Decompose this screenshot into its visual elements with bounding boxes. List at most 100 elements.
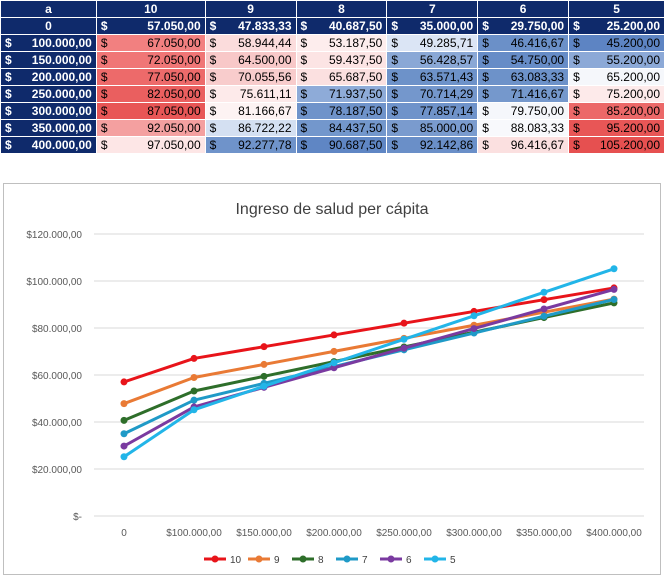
table-cell: $70.714,29	[386, 85, 479, 103]
cell-value: 92.142,86	[419, 138, 474, 152]
table-row: $150.000,00 $72.050,00 $64.500,00 $59.437,5…	[0, 51, 665, 69]
cell-value: 88.083,33	[510, 121, 565, 135]
base-value: 25.200,00	[606, 19, 660, 33]
currency-sign: $	[5, 70, 12, 84]
data-point	[400, 319, 408, 327]
data-point	[120, 378, 128, 386]
cell-value: 84.437,50	[328, 121, 383, 135]
currency-sign: $	[100, 87, 108, 101]
column-header: 7	[386, 0, 479, 18]
data-point	[330, 347, 338, 355]
data-point	[540, 312, 548, 320]
legend-marker	[299, 555, 307, 563]
currency-sign: $	[391, 87, 399, 101]
table-cell: $79.750,00	[477, 102, 570, 120]
chart-legend: 10 9 8 7 6 5	[204, 555, 456, 566]
data-point	[610, 295, 618, 303]
x-tick-label: $100.000,00	[166, 528, 222, 539]
legend-item: 6	[380, 555, 412, 566]
data-point	[120, 453, 128, 461]
currency-sign: $	[300, 19, 308, 33]
row-label-value: 400.000,00	[31, 138, 92, 152]
data-point	[120, 416, 128, 424]
series-line	[123, 286, 615, 384]
currency-sign: $	[100, 36, 108, 50]
currency-sign: $	[482, 87, 489, 101]
currency-sign: $	[300, 138, 308, 152]
table-cell: $77.857,14	[386, 102, 479, 120]
cell-value: 90.687,50	[328, 138, 383, 152]
currency-sign: $	[209, 70, 217, 84]
table-cell: $75.200,00	[568, 85, 665, 103]
cell-value: 78.187,50	[328, 104, 383, 118]
currency-sign: $	[5, 87, 12, 101]
cell-value: 85.200,00	[606, 104, 660, 118]
row-label-value: 100.000,00	[31, 36, 92, 50]
data-point	[330, 364, 338, 372]
currency-sign: $	[5, 53, 12, 67]
legend-item: 7	[336, 555, 368, 566]
table-cell: $95.200,00	[568, 119, 665, 137]
base-value: 35.000,00	[419, 19, 474, 33]
data-point	[330, 359, 338, 367]
table-cell: $92.050,00	[95, 119, 206, 137]
series-6	[120, 285, 618, 450]
y-tick-label: $120.000,00	[26, 230, 82, 241]
chart-container: Ingreso de salud per cápita $- $20.000,00…	[3, 183, 661, 575]
currency-sign: $	[573, 138, 580, 152]
x-tick-label: $300.000,00	[446, 528, 502, 539]
row-label: $400.000,00	[0, 136, 97, 154]
table-cell: $65.200,00	[568, 68, 665, 86]
currency-sign: $	[391, 104, 399, 118]
x-tick-label: $400.000,00	[586, 528, 642, 539]
cell-value: 71.937,50	[328, 87, 383, 101]
base-cell: $25.200,00	[568, 17, 665, 35]
table-cell: $87.050,00	[95, 102, 206, 120]
table-cell: $59.437,50	[295, 51, 388, 69]
row-label-value: 150.000,00	[31, 53, 92, 67]
cell-value: 86.722,22	[238, 121, 292, 135]
table-body: $100.000,00 $67.050,00 $58.944,44 $53.187,5…	[0, 34, 665, 154]
row-label-value: 350.000,00	[31, 121, 92, 135]
legend-label: 6	[406, 555, 412, 566]
y-tick-label: $20.000,00	[32, 465, 82, 476]
currency-sign: $	[391, 121, 399, 135]
y-tick-label: $80.000,00	[32, 324, 82, 335]
cell-value: 77.857,14	[419, 104, 474, 118]
x-tick-label: $200.000,00	[306, 528, 362, 539]
currency-sign: $	[391, 19, 399, 33]
row-label-value: 200.000,00	[31, 70, 92, 84]
table-corner: a	[0, 0, 97, 18]
currency-sign: $	[209, 104, 217, 118]
currency-sign: $	[209, 53, 217, 67]
legend-label: 5	[450, 555, 456, 566]
legend-marker	[431, 555, 439, 563]
currency-sign: $	[209, 19, 217, 33]
table-cell: $53.187,50	[295, 34, 388, 52]
base-cell: $35.000,00	[386, 17, 479, 35]
currency-sign: $	[573, 70, 580, 84]
currency-sign: $	[482, 53, 489, 67]
table-cell: $96.416,67	[477, 136, 570, 154]
data-point	[610, 265, 618, 273]
currency-sign: $	[300, 36, 308, 50]
table-cell: $92.142,86	[386, 136, 479, 154]
legend-label: 9	[274, 555, 280, 566]
table-cell: $86.722,22	[204, 119, 297, 137]
row-label: $350.000,00	[0, 119, 97, 137]
table-cell: $63.571,43	[386, 68, 479, 86]
table-cell: $75.611,11	[204, 85, 297, 103]
series-7	[120, 295, 618, 438]
cell-value: 77.050,00	[147, 70, 201, 84]
data-point	[190, 396, 198, 404]
currency-sign: $	[482, 70, 489, 84]
base-cell: $29.750,00	[477, 17, 570, 35]
currency-sign: $	[300, 53, 308, 67]
cell-value: 54.750,00	[510, 53, 565, 67]
cell-value: 63.571,43	[419, 70, 474, 84]
table-row: $350.000,00 $92.050,00 $86.722,22 $84.437,5…	[0, 119, 665, 137]
series-5	[120, 265, 618, 461]
cell-value: 81.166,67	[238, 104, 292, 118]
line-chart: Ingreso de salud per cápita $- $20.000,00…	[26, 201, 644, 566]
x-tick-label: 0	[121, 528, 127, 539]
